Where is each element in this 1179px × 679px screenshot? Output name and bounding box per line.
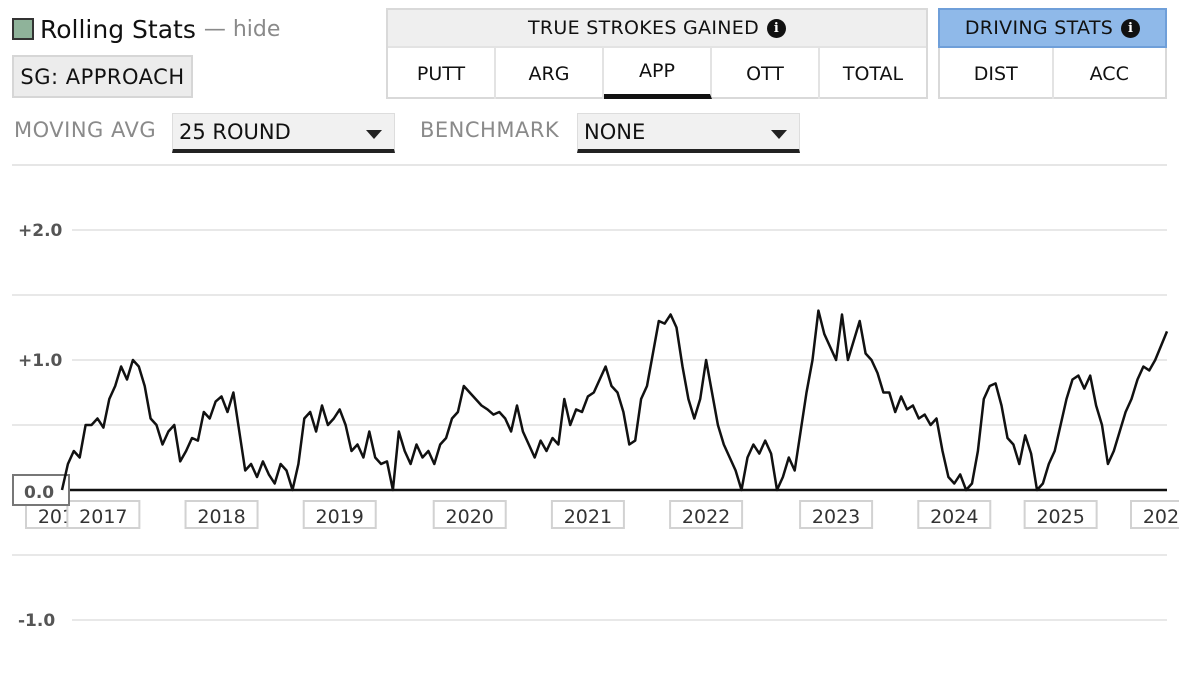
y-tick-box <box>12 474 70 506</box>
x-tick-label: 2023 <box>812 506 860 528</box>
true-strokes-gained-header[interactable]: TRUE STROKES GAINED i <box>388 10 926 48</box>
x-tick-label: 2026 <box>1143 506 1179 528</box>
benchmark-value: NONE <box>584 119 646 144</box>
x-tick-label: 2021 <box>564 506 612 528</box>
x-tick-box <box>669 500 744 529</box>
page-title: Rolling Stats <box>40 14 196 44</box>
true-strokes-gained-title: TRUE STROKES GAINED <box>527 17 760 39</box>
driving-tab-dist[interactable]: DIST <box>940 48 1054 99</box>
true-strokes-gained-group: TRUE STROKES GAINED i PUTT ARG APP OTT TOTAL <box>386 8 928 99</box>
legend-swatch <box>12 18 34 40</box>
true-strokes-gained-tabs: PUTT ARG APP OTT TOTAL <box>388 48 926 99</box>
driving-stats-tabs: DIST ACC <box>940 48 1165 99</box>
driving-tab-acc[interactable]: ACC <box>1089 62 1129 85</box>
x-tick-label: 2019 <box>316 506 364 528</box>
x-tick-label: 2017 <box>79 506 127 528</box>
driving-stats-title: DRIVING STATS <box>964 17 1114 39</box>
y-tick-label: 0.0 <box>24 483 54 503</box>
sg-tab-arg[interactable]: ARG <box>496 48 604 99</box>
sg-tab-total[interactable]: TOTAL <box>842 62 904 85</box>
info-icon[interactable]: i <box>1121 18 1141 38</box>
y-tick-label: -1.0 <box>18 611 55 631</box>
info-icon[interactable]: i <box>767 18 787 38</box>
chevron-down-icon <box>771 130 787 139</box>
sg-tab-ott[interactable]: OTT <box>712 48 820 99</box>
x-tick-label: 2022 <box>682 506 730 528</box>
benchmark-label: BENCHMARK <box>420 118 560 142</box>
x-tick-box <box>550 500 625 529</box>
chevron-down-icon <box>366 130 382 139</box>
moving-avg-select[interactable]: 25 ROUND <box>172 113 395 153</box>
x-tick-box <box>432 500 507 529</box>
y-tick-label: +1.0 <box>18 351 63 371</box>
series-line <box>60 309 1169 492</box>
divider <box>12 164 1167 166</box>
moving-avg-label: MOVING AVG <box>14 118 157 142</box>
x-tick-label: 2024 <box>930 506 978 528</box>
x-tick-box <box>184 500 259 529</box>
x-tick-box <box>302 500 377 529</box>
benchmark-select[interactable]: NONE <box>577 113 800 153</box>
sg-tab-app[interactable]: APP <box>604 48 712 99</box>
y-tick-label: +2.0 <box>18 221 63 241</box>
x-tick-box <box>1023 500 1098 529</box>
x-tick-label: 2018 <box>197 506 245 528</box>
title-row: Rolling Stats — hide <box>12 12 280 46</box>
stat-badge: SG: APPROACH <box>12 55 193 98</box>
x-tick-label: 2025 <box>1036 506 1084 528</box>
sg-tab-putt[interactable]: PUTT <box>388 48 496 99</box>
x-tick-label: 2020 <box>446 506 494 528</box>
x-tick-box <box>66 500 141 529</box>
x-tick-box <box>917 500 992 529</box>
x-tick-box <box>799 500 874 529</box>
driving-stats-header[interactable]: DRIVING STATS i <box>938 8 1167 48</box>
hide-link[interactable]: — hide <box>203 16 281 42</box>
x-tick-box <box>1130 500 1179 529</box>
moving-avg-value: 25 ROUND <box>179 119 291 144</box>
driving-stats-group: DRIVING STATS i DIST ACC <box>938 8 1167 99</box>
